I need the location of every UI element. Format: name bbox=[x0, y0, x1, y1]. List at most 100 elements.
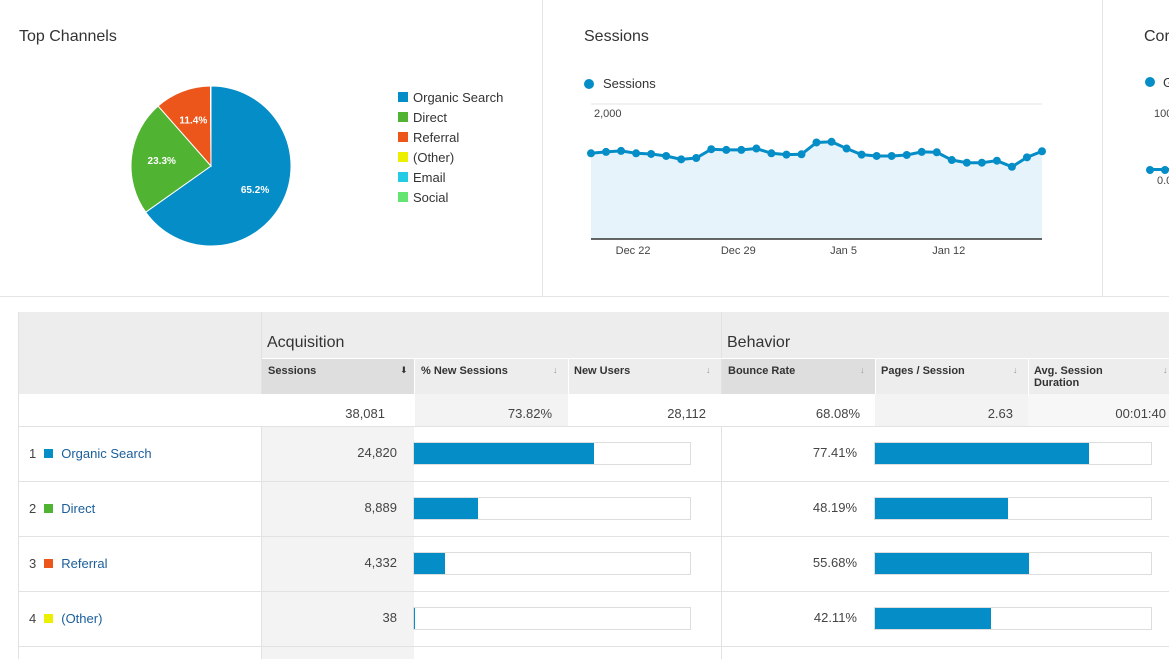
sessions-point[interactable] bbox=[812, 138, 821, 147]
legend-label: Social bbox=[413, 189, 449, 205]
sessions-point[interactable] bbox=[1007, 162, 1016, 171]
sessions-point[interactable] bbox=[902, 150, 911, 159]
pie-slice[interactable] bbox=[130, 105, 212, 213]
sessions-point[interactable] bbox=[677, 155, 686, 164]
table-row[interactable]: 3 Referral bbox=[29, 556, 107, 571]
bounce-rate-column-label: Bounce Rate bbox=[728, 365, 796, 377]
conversions-legend-dot bbox=[1145, 77, 1155, 87]
pie-slice-label: 11.4% bbox=[179, 116, 207, 127]
sessions-point[interactable] bbox=[737, 145, 746, 154]
sessions-share-bar bbox=[413, 552, 691, 575]
new-sessions-column-header[interactable]: % New Sessions bbox=[415, 359, 567, 394]
sessions-point[interactable] bbox=[872, 151, 881, 160]
sessions-point[interactable] bbox=[602, 147, 611, 156]
row-divider bbox=[18, 536, 1169, 537]
pie-slice-label: 65.2% bbox=[241, 185, 269, 196]
channel-link[interactable]: Organic Search bbox=[61, 446, 152, 461]
bounce-rate-bar bbox=[874, 442, 1152, 465]
sessions-point[interactable] bbox=[1038, 147, 1046, 156]
bounce-rate-value: 77.41% bbox=[812, 445, 857, 460]
totals-shade bbox=[875, 394, 1028, 427]
column-divider bbox=[875, 359, 876, 394]
sessions-point[interactable] bbox=[692, 154, 701, 162]
sessions-point[interactable] bbox=[617, 146, 626, 155]
sessions-point[interactable] bbox=[932, 148, 941, 157]
header-divider bbox=[722, 358, 1169, 359]
bounce-rate-fill bbox=[875, 608, 992, 629]
legend-swatch bbox=[398, 112, 408, 122]
sessions-point[interactable] bbox=[662, 151, 671, 160]
sort-desc-icon[interactable]: ⬇ bbox=[400, 365, 408, 375]
sessions-point[interactable] bbox=[962, 158, 971, 167]
totals-shade bbox=[1028, 394, 1169, 427]
legend-item[interactable]: Direct bbox=[398, 107, 503, 127]
sessions-point[interactable] bbox=[647, 149, 656, 158]
legend-item[interactable]: Email bbox=[398, 167, 503, 187]
sort-icon[interactable]: ↓ bbox=[1163, 365, 1168, 375]
legend-item[interactable]: Social bbox=[398, 187, 503, 207]
pages-session-column-header[interactable]: Pages / Session bbox=[875, 359, 1028, 394]
table-row[interactable]: 4 (Other) bbox=[29, 611, 102, 626]
sessions-point[interactable] bbox=[842, 144, 851, 153]
sessions-cell-shade bbox=[262, 427, 414, 482]
conversions-point bbox=[1161, 166, 1169, 174]
table-border bbox=[18, 312, 19, 659]
pie-slice[interactable] bbox=[144, 85, 292, 247]
sessions-column-header[interactable]: Sessions bbox=[262, 359, 414, 394]
bounce-rate-fill bbox=[875, 553, 1029, 574]
sessions-point[interactable] bbox=[917, 147, 926, 156]
table-row[interactable]: 2 Direct bbox=[29, 501, 95, 516]
legend-item[interactable]: (Other) bbox=[398, 147, 503, 167]
sort-icon[interactable]: ↓ bbox=[860, 365, 865, 375]
sessions-point[interactable] bbox=[1022, 153, 1031, 162]
table-row[interactable]: 1 Organic Search bbox=[29, 446, 152, 461]
channel-swatch bbox=[44, 614, 54, 623]
pie-slice[interactable] bbox=[209, 85, 212, 167]
sessions-point[interactable] bbox=[977, 158, 986, 167]
sessions-value: 38 bbox=[382, 610, 397, 625]
channel-link[interactable]: Direct bbox=[61, 501, 96, 516]
sessions-point[interactable] bbox=[887, 151, 896, 160]
avg-duration-column-header[interactable]: Avg. Session Duration bbox=[1028, 359, 1116, 394]
sort-icon[interactable]: ↓ bbox=[1013, 365, 1018, 375]
sessions-point[interactable] bbox=[722, 145, 731, 154]
bounce-rate-bar bbox=[874, 607, 1152, 630]
bounce-rate-fill bbox=[875, 443, 1089, 464]
sessions-point[interactable] bbox=[947, 156, 956, 165]
sessions-point[interactable] bbox=[857, 150, 866, 159]
top-channels-panel: Top Channels 65.2% 23.3% 11.4% Organic Sea… bbox=[0, 0, 543, 296]
sessions-point[interactable] bbox=[992, 156, 1001, 165]
new-users-column-header[interactable]: New Users bbox=[568, 359, 721, 394]
sort-icon[interactable]: ↓ bbox=[706, 365, 711, 375]
sessions-value: 4,332 bbox=[364, 555, 397, 570]
channel-link[interactable]: Referral bbox=[61, 556, 108, 571]
totals-shade bbox=[415, 394, 568, 427]
bounce-rate-column-header[interactable]: Bounce Rate bbox=[722, 359, 875, 394]
total-sessions: 38,081 bbox=[345, 406, 385, 421]
bounce-rate-bar bbox=[874, 552, 1152, 575]
y-tick-label: 2,000 bbox=[594, 108, 622, 120]
sessions-share-bar bbox=[413, 442, 691, 465]
conversions-point bbox=[1146, 166, 1154, 174]
bounce-rate-fill bbox=[875, 498, 1008, 519]
sessions-point[interactable] bbox=[767, 149, 776, 158]
sessions-point[interactable] bbox=[827, 137, 836, 146]
top-channels-title: Top Channels bbox=[19, 28, 117, 45]
sessions-point[interactable] bbox=[587, 149, 595, 158]
row-divider bbox=[18, 646, 1169, 647]
channel-link[interactable]: (Other) bbox=[61, 611, 103, 626]
channel-swatch bbox=[44, 504, 54, 513]
column-divider bbox=[261, 312, 262, 659]
sessions-point[interactable] bbox=[707, 145, 716, 154]
sort-icon[interactable]: ↓ bbox=[553, 365, 558, 375]
legend-item[interactable]: Referral bbox=[398, 127, 503, 147]
sessions-point[interactable] bbox=[782, 150, 791, 159]
sessions-point[interactable] bbox=[797, 150, 806, 159]
total-avg-duration: 00:01:40 bbox=[1115, 406, 1166, 421]
legend-item[interactable]: Organic Search bbox=[398, 87, 503, 107]
sessions-point[interactable] bbox=[632, 149, 641, 158]
legend-swatch bbox=[398, 152, 408, 162]
x-tick-label: Dec 29 bbox=[721, 245, 756, 257]
sessions-point[interactable] bbox=[752, 144, 761, 153]
